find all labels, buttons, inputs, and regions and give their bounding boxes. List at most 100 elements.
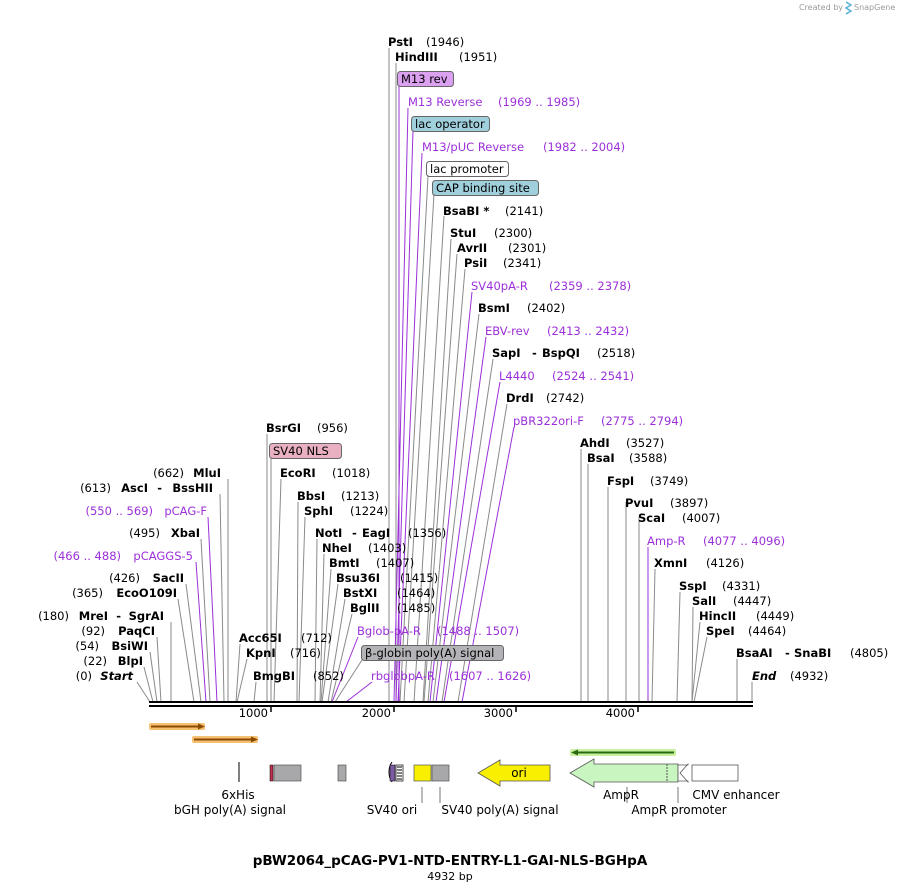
site-sapi[interactable]: SapI	[492, 346, 521, 360]
site-pos: (550 .. 569)	[86, 504, 154, 518]
site-nhei[interactable]: NheI	[322, 541, 352, 555]
site-sspi[interactable]: SspI	[679, 579, 707, 593]
leader-bglii	[330, 613, 353, 703]
site-bbsi[interactable]: BbsI	[297, 489, 325, 503]
beta-globin-box[interactable]	[361, 645, 504, 661]
site-bglii[interactable]: BglII	[350, 601, 380, 615]
site-bsiwi[interactable]: BsiWI	[111, 639, 148, 653]
site-scai[interactable]: ScaI	[638, 511, 665, 525]
site-pvui[interactable]: PvuI	[625, 496, 653, 510]
orf-arrow[interactable]	[570, 749, 676, 756]
site-sv40nls[interactable]: SV40 NLS	[273, 444, 329, 458]
site-pos: (1415)	[400, 571, 438, 585]
map-title: pBW2064_pCAG-PV1-NTD-ENTRY-L1-GAI-NLS-BG…	[253, 853, 648, 869]
site-beta-globin[interactable]: β-globin poly(A) signal	[365, 646, 494, 660]
ampr-feature[interactable]	[569, 758, 679, 788]
globin-feature[interactable]	[337, 764, 347, 782]
sv40-nls-feature[interactable]	[269, 764, 274, 782]
site-psii[interactable]: PsiI	[464, 256, 487, 270]
site-bstxi[interactable]: BstXI	[343, 586, 377, 600]
credit-brand: SnapGene	[854, 3, 895, 12]
site-end[interactable]: End	[752, 669, 777, 683]
site-start[interactable]: Start	[100, 669, 133, 683]
site-m13rev[interactable]: M13 rev	[401, 72, 448, 86]
site-pbr322ori-f[interactable]: pBR322ori-F	[513, 414, 584, 428]
site-pcag-f[interactable]: pCAG-F	[164, 504, 207, 518]
primer-arrow[interactable]	[149, 723, 205, 730]
site-m13-reverse[interactable]: M13 Reverse	[408, 95, 482, 109]
site-bglob-pa-r[interactable]: Bglob-pA-R	[357, 624, 421, 638]
site-bsmi[interactable]: BsmI	[478, 301, 510, 315]
cmv-enhancer-feature[interactable]	[691, 764, 739, 782]
sv40-promoter-feature[interactable]	[413, 764, 432, 782]
site-bsai[interactable]: BsaI	[587, 451, 615, 465]
site-bspqi[interactable]: BspQI	[542, 346, 580, 360]
site-sgrai[interactable]: SgrAI	[129, 609, 164, 623]
bgh-polya-feature[interactable]	[273, 764, 302, 782]
lac-promoter-box[interactable]	[426, 161, 509, 177]
cap-binding-box[interactable]	[432, 180, 539, 196]
site-l4440[interactable]: L4440	[499, 369, 535, 383]
site-sacii[interactable]: SacII	[153, 571, 184, 585]
dash: -	[785, 646, 790, 660]
site-kpni[interactable]: KpnI	[246, 646, 276, 660]
site-sphi[interactable]: SphI	[304, 504, 333, 518]
site-pos: (2524 .. 2541)	[552, 369, 634, 383]
ori-feature[interactable]	[477, 759, 551, 787]
site-asci[interactable]: AscI	[121, 481, 148, 495]
site-pcaggs-5[interactable]: pCAGGS-5	[133, 549, 193, 563]
primer-arrow[interactable]	[192, 736, 258, 743]
site-bsaai[interactable]: BsaAI	[736, 646, 773, 660]
site-drdi[interactable]: DrdI	[506, 391, 534, 405]
site-sv40pa-r[interactable]: SV40pA-R	[471, 279, 528, 293]
leader-bmti	[320, 568, 332, 703]
site-ahdi[interactable]: AhdI	[580, 436, 610, 450]
site-mrei[interactable]: MreI	[79, 609, 108, 623]
site-noti[interactable]: NotI	[315, 526, 342, 540]
site-blpi[interactable]: BlpI	[118, 654, 143, 668]
site-lac-operator[interactable]: lac operator	[415, 117, 485, 131]
site-pos: (1607 .. 1626)	[449, 669, 531, 683]
leader-m13puc	[397, 152, 423, 703]
site-cap[interactable]: CAP binding site	[436, 181, 530, 195]
site-fspi[interactable]: FspI	[607, 474, 634, 488]
site-ebv-rev[interactable]: EBV-rev	[485, 324, 530, 338]
lac-operator-box[interactable]	[411, 116, 490, 132]
site-ecori[interactable]: EcoRI	[280, 466, 316, 480]
site-mlui[interactable]: MluI	[193, 466, 221, 480]
leader-bglob-pa-r	[331, 636, 359, 703]
m13-feature[interactable]	[389, 764, 396, 782]
site-hincii[interactable]: HincII	[699, 609, 736, 623]
sv40-polya-feature[interactable]	[431, 764, 450, 782]
site-rbglobpa-r[interactable]: rbglobpA-R	[371, 669, 435, 683]
site-ecoo109i[interactable]: EcoO109I	[116, 586, 177, 600]
site-bmti[interactable]: BmtI	[329, 556, 360, 570]
site-paqci[interactable]: PaqCI	[118, 624, 155, 638]
site-avrii[interactable]: AvrII	[457, 241, 487, 255]
site-bsabi[interactable]: BsaBI *	[443, 204, 489, 218]
site-sali[interactable]: SalI	[692, 594, 716, 608]
site-bsu36i[interactable]: Bsu36I	[336, 571, 380, 585]
site-stui[interactable]: StuI	[450, 226, 476, 240]
site-eagi[interactable]: EagI	[362, 526, 390, 540]
feature-label: SV40 poly(A) signal	[441, 803, 558, 817]
site-acc65i[interactable]: Acc65I	[239, 631, 282, 645]
site-bmgbi[interactable]: BmgBI	[253, 669, 295, 683]
sv40-nls-box[interactable]	[269, 443, 342, 459]
leader-bbsi	[296, 501, 299, 703]
site-lac-promoter[interactable]: lac promoter	[430, 162, 504, 176]
ampr-promoter-feature[interactable]	[677, 762, 689, 784]
m13-rev-box[interactable]	[397, 71, 454, 87]
site-m13puc[interactable]: M13/pUC Reverse	[422, 140, 524, 154]
site-snabi[interactable]: SnaBI	[794, 646, 831, 660]
leader-bglobin-box	[334, 659, 363, 703]
site-bsrgi[interactable]: BsrGI	[266, 421, 301, 435]
feature-label: bGH poly(A) signal	[174, 803, 286, 817]
site-amp-r[interactable]: Amp-R	[647, 534, 686, 548]
site-xmni[interactable]: XmnI	[654, 556, 687, 570]
site-bsshii[interactable]: BssHII	[172, 481, 213, 495]
site-psti[interactable]: PstI	[388, 35, 413, 49]
site-hindiii[interactable]: HindIII	[395, 50, 438, 64]
site-spei[interactable]: SpeI	[706, 624, 735, 638]
site-xbai[interactable]: XbaI	[171, 526, 200, 540]
